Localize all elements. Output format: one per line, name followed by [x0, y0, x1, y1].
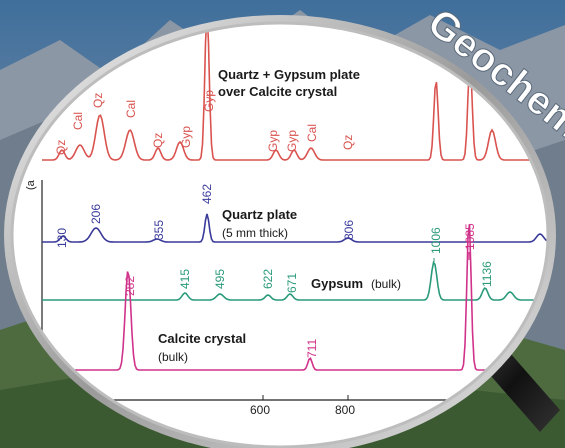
series-line-quartz-plate: [42, 213, 548, 243]
peak-label: 415: [178, 269, 192, 289]
peak-label: Qz: [341, 135, 355, 150]
peak-label: Qz: [91, 93, 105, 108]
peak-label: 1006: [429, 227, 443, 254]
series-label-quartz-main: Quartz plate: [222, 207, 297, 222]
series-label-gypsum-main: Gypsum: [311, 276, 363, 291]
lens-inner-ring: [10, 21, 550, 448]
peak-label: 671: [285, 273, 299, 293]
series-line-calcite: [42, 223, 548, 371]
peak-label: 495: [213, 269, 227, 289]
x-tick-label-600: 600: [250, 403, 270, 417]
peak-label: 206: [89, 204, 103, 224]
series-line-quartz-gypsum-calcite: [42, 23, 548, 161]
peak-label: Qz: [151, 133, 165, 148]
peak-label: 711: [305, 339, 319, 358]
peak-label: Gyp: [285, 130, 299, 152]
peak-labels-calcite: 282 711 1085: [123, 223, 477, 358]
series-label-qg-line2: over Calcite crystal: [218, 84, 337, 99]
series-line-gypsum: [42, 260, 548, 301]
peak-labels-gypsum: 415 495 622 671 1006 1136: [178, 227, 494, 293]
peak-label: Gyp: [179, 126, 193, 148]
series-label-calcite-main: Calcite crystal: [158, 331, 246, 346]
peak-label: Gyp: [266, 130, 280, 152]
peak-label: Cal: [305, 124, 319, 142]
peak-label: 1085: [463, 223, 477, 250]
peak-label: 462: [200, 184, 214, 204]
peak-label: Qz: [54, 140, 68, 155]
peak-label: Gyp: [202, 90, 216, 112]
peak-label: 806: [342, 220, 356, 240]
peak-label: 130: [55, 228, 69, 248]
peak-labels-quartz-plate: 130 206 355 462 806: [55, 184, 356, 248]
peak-label: Cal: [71, 112, 85, 130]
y-axis-fragment: (a: [25, 179, 37, 190]
peak-label: Cal: [124, 100, 138, 118]
series-label-calcite-sub: (bulk): [158, 350, 188, 364]
peak-label: 622: [261, 269, 275, 289]
series-label-quartz-sub: (5 mm thick): [222, 226, 288, 240]
peak-label: 1136: [480, 261, 494, 287]
x-tick-label-800: 800: [335, 403, 355, 417]
peak-label: 282: [123, 276, 137, 296]
peak-label: 355: [152, 220, 166, 240]
series-label-gypsum-sub: (bulk): [371, 277, 401, 291]
series-label-qg-line1: Quartz + Gypsum plate: [218, 67, 360, 82]
